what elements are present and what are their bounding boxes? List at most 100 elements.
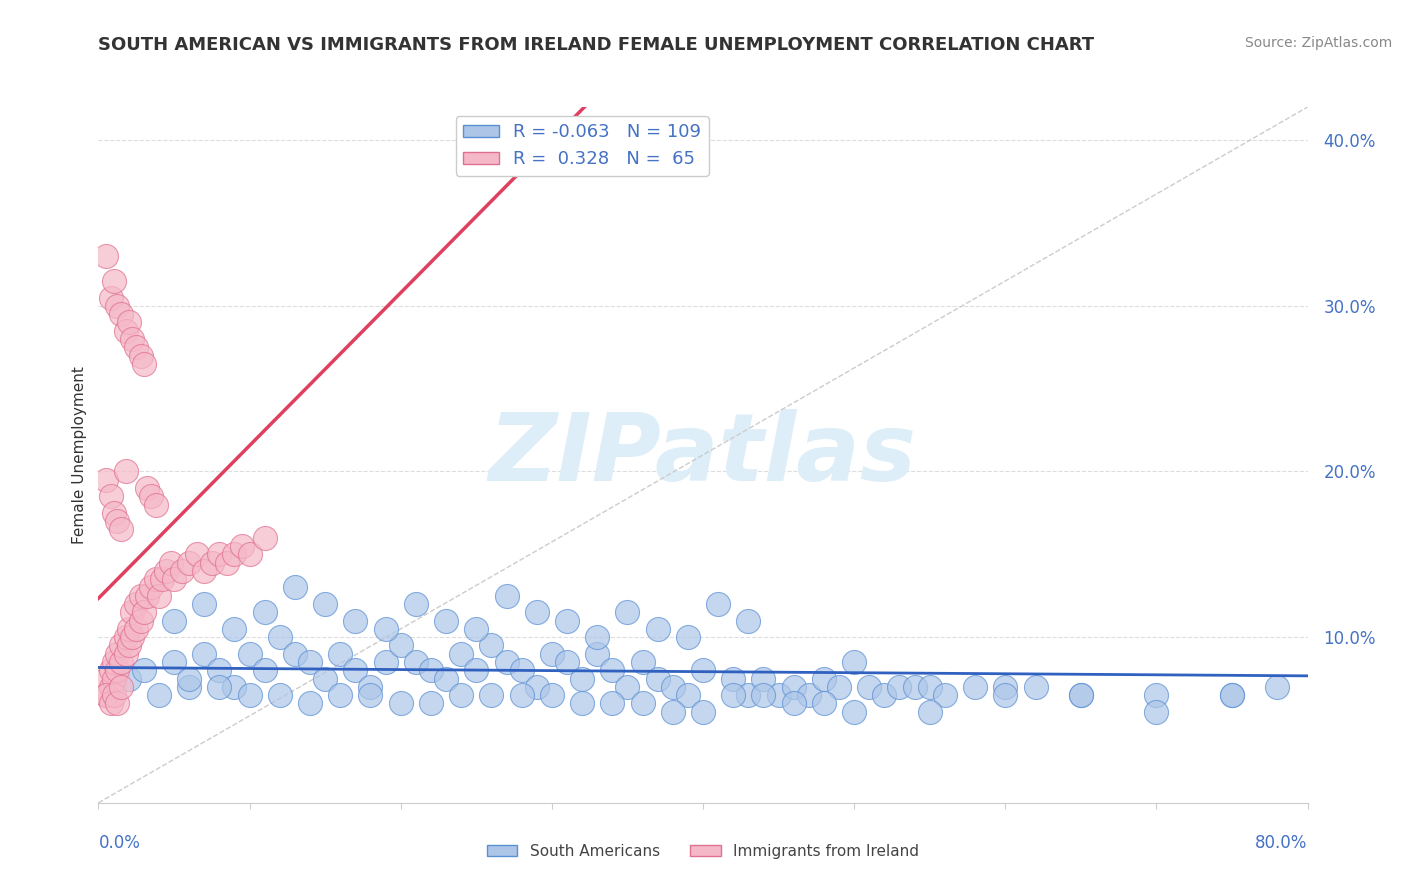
Point <box>721 688 744 702</box>
Point <box>269 630 291 644</box>
Point <box>1070 688 1092 702</box>
Point <box>163 655 186 669</box>
Point <box>94 672 117 686</box>
Point <box>129 349 152 363</box>
Point <box>114 324 136 338</box>
Point <box>141 581 163 595</box>
Point <box>586 647 609 661</box>
Point <box>661 680 683 694</box>
Point <box>1220 688 1243 702</box>
Point <box>586 630 609 644</box>
Point <box>100 489 122 503</box>
Point <box>314 672 336 686</box>
Point <box>465 622 488 636</box>
Point <box>873 688 896 702</box>
Point <box>160 556 183 570</box>
Point <box>782 697 804 711</box>
Point <box>495 655 517 669</box>
Point <box>405 597 427 611</box>
Point <box>105 663 128 677</box>
Point <box>555 655 578 669</box>
Point <box>555 614 578 628</box>
Point <box>434 614 457 628</box>
Point <box>495 589 517 603</box>
Text: SOUTH AMERICAN VS IMMIGRANTS FROM IRELAND FEMALE UNEMPLOYMENT CORRELATION CHART: SOUTH AMERICAN VS IMMIGRANTS FROM IRELAN… <box>98 36 1094 54</box>
Point <box>155 564 177 578</box>
Point <box>1220 688 1243 702</box>
Point <box>121 332 143 346</box>
Point <box>269 688 291 702</box>
Point <box>105 647 128 661</box>
Point <box>193 647 215 661</box>
Point <box>114 630 136 644</box>
Point <box>105 299 128 313</box>
Point <box>918 705 941 719</box>
Point <box>858 680 880 694</box>
Point <box>170 564 193 578</box>
Point <box>224 680 246 694</box>
Point <box>125 340 148 354</box>
Point <box>224 547 246 561</box>
Point <box>193 597 215 611</box>
Point <box>676 688 699 702</box>
Point <box>934 688 956 702</box>
Point <box>329 647 352 661</box>
Point <box>110 680 132 694</box>
Point <box>253 531 276 545</box>
Point <box>103 672 125 686</box>
Y-axis label: Female Unemployment: Female Unemployment <box>72 366 87 544</box>
Point <box>150 572 173 586</box>
Point <box>692 663 714 677</box>
Point <box>110 655 132 669</box>
Point <box>148 688 170 702</box>
Point <box>132 663 155 677</box>
Point <box>571 697 593 711</box>
Point <box>1265 680 1288 694</box>
Point <box>121 605 143 619</box>
Point <box>571 672 593 686</box>
Point <box>994 688 1017 702</box>
Point <box>94 473 117 487</box>
Point <box>314 597 336 611</box>
Point <box>125 622 148 636</box>
Point <box>374 622 396 636</box>
Point <box>103 688 125 702</box>
Point <box>526 680 548 694</box>
Point <box>797 688 820 702</box>
Point <box>239 647 262 661</box>
Point <box>110 523 132 537</box>
Point <box>163 614 186 628</box>
Point <box>239 688 262 702</box>
Point <box>299 655 322 669</box>
Text: ZIPatlas: ZIPatlas <box>489 409 917 501</box>
Point <box>100 291 122 305</box>
Text: Source: ZipAtlas.com: Source: ZipAtlas.com <box>1244 36 1392 50</box>
Point <box>129 614 152 628</box>
Point <box>707 597 730 611</box>
Point <box>540 647 562 661</box>
Point <box>208 663 231 677</box>
Point <box>647 622 669 636</box>
Point <box>94 688 117 702</box>
Point <box>389 697 412 711</box>
Point <box>118 622 141 636</box>
Point <box>465 663 488 677</box>
Point <box>105 697 128 711</box>
Point <box>752 688 775 702</box>
Point <box>813 697 835 711</box>
Point <box>163 572 186 586</box>
Point <box>405 655 427 669</box>
Point <box>135 481 157 495</box>
Point <box>1144 705 1167 719</box>
Point <box>631 697 654 711</box>
Point <box>103 274 125 288</box>
Point <box>540 688 562 702</box>
Point <box>114 647 136 661</box>
Point <box>145 572 167 586</box>
Point <box>1070 688 1092 702</box>
Point <box>481 639 503 653</box>
Point <box>145 498 167 512</box>
Point <box>602 697 624 711</box>
Point <box>389 639 412 653</box>
Point <box>419 697 441 711</box>
